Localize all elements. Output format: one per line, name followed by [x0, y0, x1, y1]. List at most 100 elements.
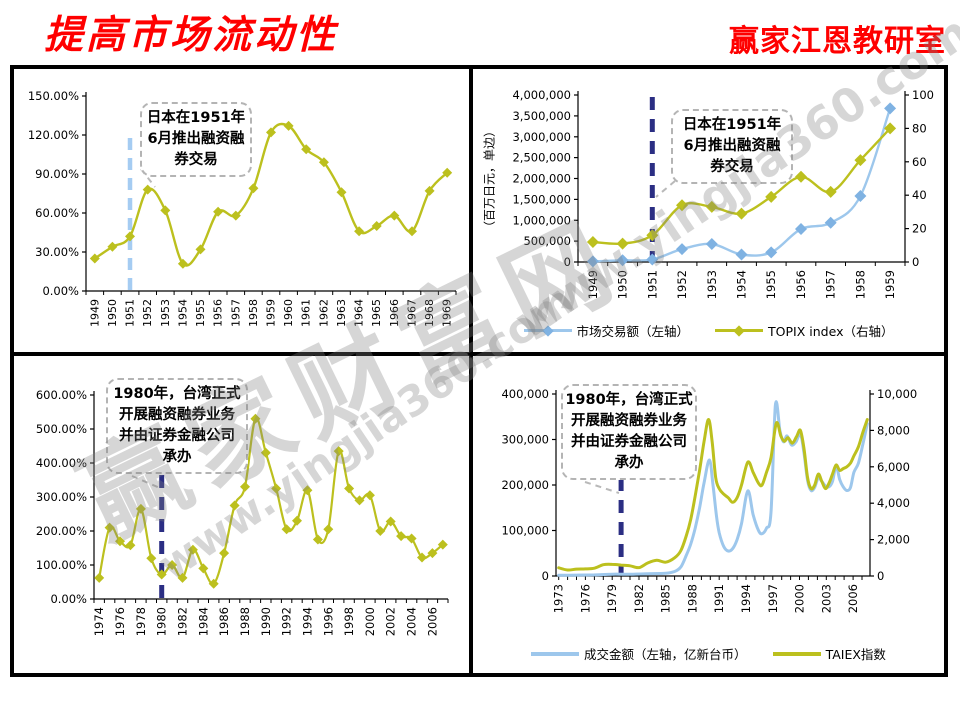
svg-text:1986: 1986	[217, 607, 231, 636]
svg-text:150.00%: 150.00%	[28, 89, 79, 103]
series-marker	[824, 216, 837, 229]
legend-item-market-turnover: 市场交易额（左轴）	[523, 321, 689, 340]
series-marker	[167, 560, 178, 570]
series-line	[557, 400, 869, 577]
svg-text:1980: 1980	[155, 607, 169, 636]
svg-text:2000: 2000	[363, 607, 377, 636]
series-marker	[735, 248, 748, 261]
svg-text:3,000,000: 3,000,000	[512, 130, 571, 144]
svg-text:1990: 1990	[259, 607, 273, 636]
taiwan-margin-turnover-canvas: 0.00% 100.00% 200.00% 300.00% 400.00% 500.00%…	[36, 388, 449, 636]
series-marker	[312, 534, 323, 545]
svg-text:1950: 1950	[106, 299, 119, 327]
svg-text:2006: 2006	[425, 607, 439, 636]
series-marker	[146, 553, 157, 564]
svg-text:10,000: 10,000	[877, 387, 917, 401]
series-marker	[705, 200, 718, 213]
series-marker	[135, 503, 146, 514]
series-marker	[795, 170, 807, 183]
svg-text:20: 20	[912, 222, 927, 236]
series-marker	[389, 210, 400, 221]
svg-text:1992: 1992	[280, 607, 294, 636]
series-marker	[424, 185, 435, 196]
series-marker	[208, 578, 219, 589]
svg-text:0.00%: 0.00%	[42, 284, 79, 298]
svg-text:1985: 1985	[659, 584, 673, 613]
svg-text:1997: 1997	[766, 584, 780, 613]
svg-text:1962: 1962	[317, 299, 330, 327]
japan-trading-value-topix-canvas: 0 500,000 1,000,000 1,500,000 2,000,000 2,500…	[512, 88, 933, 299]
svg-text:90.00%: 90.00%	[35, 167, 79, 181]
svg-text:300,000: 300,000	[501, 433, 549, 447]
svg-text:1974: 1974	[92, 607, 106, 636]
svg-text:1966: 1966	[388, 299, 401, 327]
series-marker	[94, 572, 105, 583]
left-axis-title: （百万日元，单边）	[482, 124, 497, 234]
series-marker	[824, 185, 837, 198]
svg-text:1949: 1949	[88, 299, 101, 327]
brand-title: 赢家江恩教研室	[729, 25, 946, 58]
svg-text:60.00%: 60.00%	[35, 206, 79, 220]
series-marker	[292, 515, 302, 526]
svg-text:2,000: 2,000	[877, 533, 910, 547]
svg-text:1950: 1950	[616, 270, 630, 299]
annotation-japan-1951: 日本在1951年 6月推出融资融 券交易	[671, 109, 793, 185]
series-marker	[354, 226, 365, 237]
svg-text:1951: 1951	[124, 299, 137, 327]
legend-item-topix: TOPIX index（右轴）	[715, 321, 893, 340]
svg-text:1954: 1954	[176, 299, 189, 327]
svg-text:500.00%: 500.00%	[36, 422, 87, 436]
series-marker	[442, 167, 453, 178]
series-marker	[195, 244, 206, 255]
svg-text:1953: 1953	[159, 299, 172, 327]
series-marker	[229, 500, 240, 511]
svg-text:4,000,000: 4,000,000	[512, 88, 571, 102]
svg-text:1959: 1959	[265, 299, 278, 327]
series-marker	[177, 258, 188, 269]
svg-text:1978: 1978	[134, 607, 148, 636]
series-marker	[646, 229, 659, 242]
series-marker	[240, 481, 250, 492]
svg-text:2,000,000: 2,000,000	[512, 172, 571, 186]
chart-grid: 0.00% 30.00% 60.00% 90.00% 120.00% 150.00% 194…	[10, 65, 948, 677]
series-marker	[676, 199, 688, 212]
svg-text:100,000: 100,000	[501, 524, 549, 538]
svg-text:0.00%: 0.00%	[50, 592, 87, 606]
svg-text:1949: 1949	[586, 270, 600, 299]
svg-text:2000: 2000	[793, 584, 807, 613]
series-marker	[160, 205, 171, 216]
chart-japan-margin-turnover: 0.00% 30.00% 60.00% 90.00% 120.00% 150.00% 194…	[14, 69, 469, 352]
svg-text:1965: 1965	[370, 299, 383, 327]
annotation-japan-1951: 日本在1951年 6月推出融资融 券交易	[140, 102, 252, 178]
series-marker	[271, 483, 282, 494]
series-marker	[156, 569, 167, 580]
callout-tail	[584, 481, 620, 494]
legend: 成交金额（左轴，亿新台币） TAIEX指数	[473, 644, 944, 663]
svg-text:1996: 1996	[321, 607, 335, 636]
series-marker	[250, 413, 261, 424]
svg-text:0: 0	[542, 569, 549, 583]
svg-text:2002: 2002	[384, 607, 398, 636]
svg-text:2006: 2006	[846, 584, 860, 613]
svg-text:2,500,000: 2,500,000	[512, 151, 571, 165]
svg-text:100.00%: 100.00%	[36, 558, 87, 572]
legend-label: 成交金额（左轴，亿新台币）	[584, 647, 747, 662]
svg-text:1958: 1958	[247, 299, 260, 327]
series-marker	[230, 210, 241, 221]
svg-text:400,000: 400,000	[501, 387, 549, 401]
svg-text:4,000: 4,000	[877, 496, 910, 510]
svg-text:600.00%: 600.00%	[36, 388, 87, 402]
series-marker	[283, 120, 294, 131]
series-marker	[213, 206, 224, 217]
svg-text:1955: 1955	[194, 299, 207, 327]
svg-text:1991: 1991	[712, 584, 726, 613]
series-line	[98, 417, 444, 586]
series-marker	[616, 254, 629, 267]
japan-margin-turnover-canvas: 0.00% 30.00% 60.00% 90.00% 120.00% 150.00% 194…	[28, 89, 457, 327]
legend-swatch-line-icon	[531, 647, 580, 660]
svg-text:1964: 1964	[353, 299, 366, 327]
svg-text:500,000: 500,000	[523, 234, 571, 248]
svg-text:1952: 1952	[675, 270, 689, 299]
series-marker	[260, 447, 271, 458]
series-marker	[318, 157, 329, 168]
